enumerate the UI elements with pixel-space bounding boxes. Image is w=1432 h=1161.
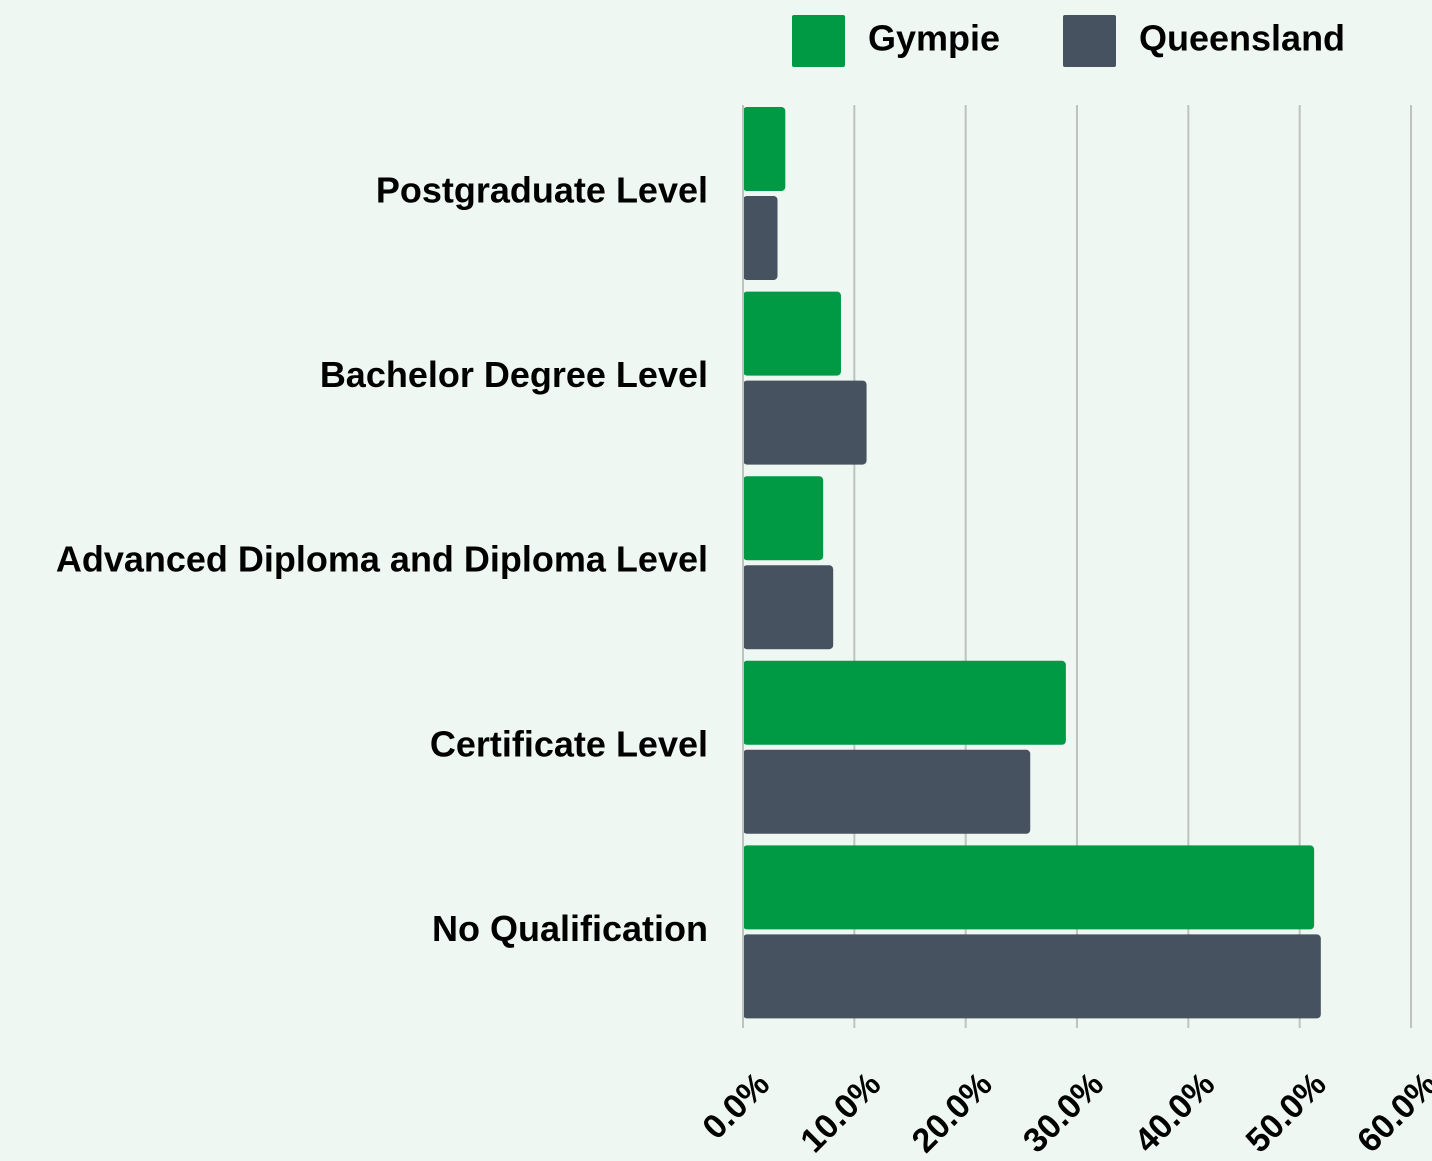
y-tick-label: Advanced Diploma and Diploma Level xyxy=(56,539,708,580)
x-tick-label: 40.0% xyxy=(1127,1065,1222,1160)
bar xyxy=(743,660,1066,745)
bar xyxy=(743,476,824,561)
x-tick-label: 10.0% xyxy=(793,1065,888,1160)
x-tick-label: 60.0% xyxy=(1350,1065,1432,1160)
y-tick-label: Certificate Level xyxy=(430,723,708,764)
x-tick-label: 0.0% xyxy=(695,1065,777,1147)
x-tick-label: 50.0% xyxy=(1239,1065,1334,1160)
x-tick-label: 30.0% xyxy=(1016,1065,1111,1160)
legend-label: Queensland xyxy=(1139,18,1345,59)
bar xyxy=(743,107,786,191)
bar xyxy=(743,196,778,280)
bar xyxy=(743,934,1321,1019)
bar xyxy=(743,291,841,376)
legend-label: Gympie xyxy=(868,18,1000,59)
bar xyxy=(743,749,1031,834)
x-tick-label: 20.0% xyxy=(905,1065,1000,1160)
bar xyxy=(743,380,867,465)
y-tick-label: Bachelor Degree Level xyxy=(320,354,708,395)
y-tick-label: No Qualification xyxy=(432,908,708,949)
legend-swatch xyxy=(1063,15,1116,67)
legend-swatch xyxy=(792,15,845,67)
y-tick-label: Postgraduate Level xyxy=(376,170,708,211)
bar xyxy=(743,565,834,650)
bar xyxy=(743,845,1315,930)
